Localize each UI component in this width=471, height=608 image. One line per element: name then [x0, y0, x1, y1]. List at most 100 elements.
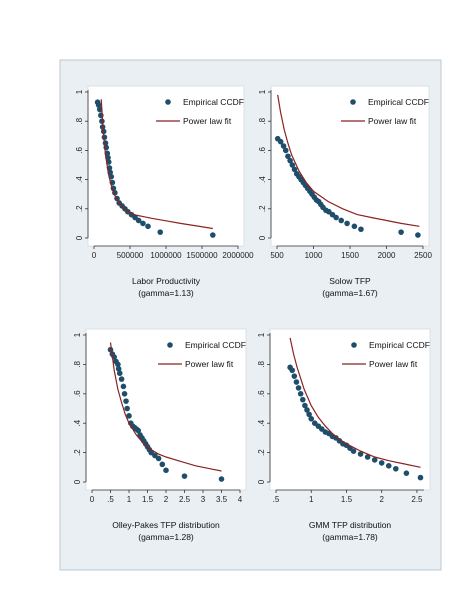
legend-marker-icon — [351, 342, 357, 348]
ccdf-point — [145, 223, 151, 230]
y-tick-label: .2 — [257, 449, 266, 456]
x-axis-label: Labor Productivity — [132, 276, 201, 286]
x-tick-label: 1 — [127, 495, 132, 504]
ccdf-point — [124, 405, 130, 412]
ccdf-point — [280, 143, 287, 149]
ccdf-point — [126, 413, 132, 419]
y-tick-label: .6 — [75, 147, 84, 154]
legend-label-empirical: Empirical CCDF — [368, 97, 429, 107]
ccdf-point — [140, 220, 146, 227]
ccdf-point — [135, 427, 142, 434]
ccdf-point — [285, 153, 291, 160]
x-tick-label: 1.5 — [341, 495, 353, 504]
power-law-fit-line — [277, 94, 420, 227]
y-tick-label: .4 — [73, 419, 82, 426]
chart-panel-3: 0 .2 .4 .6 .8 1 0 .5 1 1.5 2 2.5 3 3.5 4 Empirical CCDF… — [73, 328, 247, 542]
ccdf-point — [116, 370, 123, 377]
y-tick-label: 0 — [257, 479, 266, 484]
ccdf-point — [302, 402, 308, 409]
ccdf-point — [289, 162, 296, 168]
ccdf-point — [120, 383, 127, 390]
x-tick-label: 0 — [92, 251, 97, 260]
ccdf-point — [306, 411, 312, 418]
chart-panel-1: 0 .2 .4 .6 .8 1 0 500000 1000000 1500000 2000000 Em… — [75, 85, 254, 298]
x-tick-label: 3.5 — [216, 495, 228, 504]
ccdf-point — [155, 455, 162, 462]
y-tick-label: 1 — [257, 332, 266, 337]
ccdf-point — [277, 138, 284, 145]
power-law-fit-line — [109, 342, 222, 472]
x-tick-label: 4 — [238, 495, 243, 504]
x-tick-label: 1500 — [341, 251, 359, 260]
ccdf-point — [135, 217, 142, 224]
ccdf-point — [157, 229, 164, 235]
y-tick-label: .4 — [257, 419, 266, 426]
y-tick-label: .2 — [258, 205, 267, 212]
ccdf-point — [291, 373, 298, 379]
ccdf-point — [371, 457, 378, 463]
ccdf-point — [210, 232, 216, 238]
x-tick-label: 0 — [90, 495, 95, 504]
x-tick-label: 2 — [379, 495, 384, 504]
x-tick-label: 2.5 — [411, 495, 423, 504]
y-tick-label: .6 — [73, 390, 82, 397]
y-tick-label: .4 — [75, 176, 84, 183]
ccdf-point — [163, 467, 169, 474]
x-tick-label: 500000 — [117, 251, 144, 260]
legend-label-fit: Power law fit — [185, 359, 234, 369]
legend-label-fit: Power law fit — [183, 116, 232, 126]
x-axis-label: GMM TFP distribution — [309, 520, 392, 530]
chart-panels: 0.2.4.6.810 500000 1000000 1500000 2000000Em… — [73, 85, 432, 542]
plot-area — [87, 85, 245, 247]
ccdf-point — [95, 102, 102, 108]
ccdf-point — [308, 415, 315, 422]
ccdf-point — [351, 223, 358, 230]
chart-subtitle: (gamma=1.28) — [138, 532, 194, 542]
ccdf-point — [287, 157, 293, 164]
ccdf-point — [350, 448, 357, 454]
y-tick-label: .8 — [73, 361, 82, 368]
y-tick-label: .8 — [75, 117, 84, 124]
ccdf-point — [96, 106, 103, 113]
y-tick-label: 1 — [75, 89, 84, 94]
y-tick-label: .6 — [258, 147, 267, 154]
ccdf-point — [338, 217, 345, 224]
ccdf-point — [115, 366, 122, 372]
legend-marker-icon — [165, 99, 171, 105]
legend-label-empirical: Empirical CCDF — [369, 340, 430, 350]
ccdf-point — [393, 465, 399, 472]
x-tick-label: 2000000 — [222, 251, 254, 260]
ccdf-point — [417, 474, 424, 481]
ccdf-point — [357, 451, 364, 457]
y-tick-label: .8 — [258, 117, 267, 124]
ccdf-point — [115, 361, 121, 368]
ccdf-point — [118, 376, 125, 382]
ccdf-point — [181, 473, 188, 479]
y-tick-label: .2 — [73, 449, 82, 456]
chart-subtitle: (gamma=1.67) — [322, 288, 378, 298]
x-tick-label: 2000 — [378, 251, 396, 260]
ccdf-point — [291, 166, 298, 173]
chart-subtitle: (gamma=1.78) — [322, 532, 378, 542]
y-tick-label: .6 — [257, 390, 266, 397]
legend-marker-icon — [167, 342, 173, 348]
x-tick-label: 1500000 — [186, 251, 218, 260]
ccdf-point — [218, 476, 225, 482]
ccdf-point — [403, 470, 410, 476]
ccdf-point — [295, 385, 302, 391]
ccdf-point — [333, 214, 339, 221]
y-tick-label: 1 — [73, 332, 82, 337]
ccdf-point — [121, 391, 128, 397]
x-axis-label: Solow TFP — [329, 276, 371, 286]
x-tick-label: 500 — [270, 251, 284, 260]
x-tick-label: .5 — [107, 495, 114, 504]
legend-marker-icon — [350, 99, 356, 105]
x-tick-label: 1 — [309, 495, 314, 504]
y-tick-label: 0 — [75, 235, 84, 240]
ccdf-point — [378, 460, 385, 466]
y-tick-label: .4 — [258, 176, 267, 183]
x-axis-label: Olley-Pakes TFP distribution — [112, 520, 220, 530]
chart-subtitle: (gamma=1.13) — [138, 288, 194, 298]
